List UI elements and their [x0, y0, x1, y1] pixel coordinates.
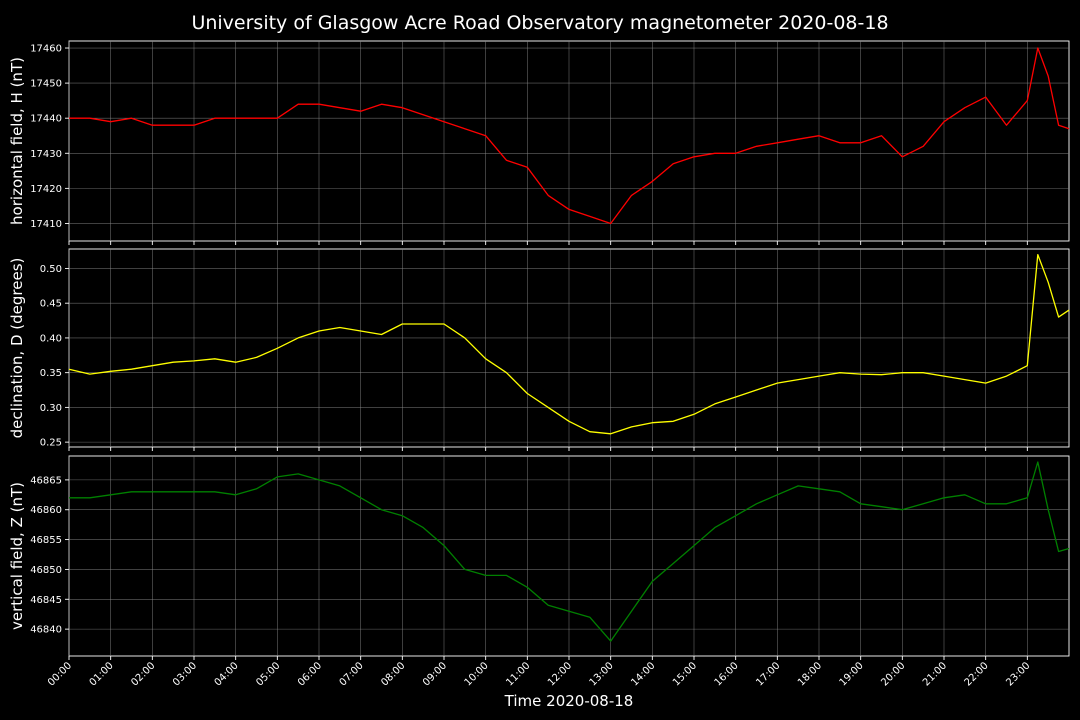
- chart-title: University of Glasgow Acre Road Observat…: [191, 12, 888, 34]
- y-tick-label: 17460: [30, 44, 62, 55]
- y-tick-label: 17410: [30, 219, 62, 230]
- y-tick-label: 46845: [30, 595, 62, 606]
- z-field-panel: 46840 46845 46850 46855 46860 46865 vertical f…: [8, 455, 1070, 660]
- y-tick-label: 17420: [30, 184, 62, 195]
- h-field-series-line: [69, 47, 1070, 225]
- y-tick-label: 46850: [30, 565, 62, 576]
- z-field-y-axis-label: vertical field, Z (nT): [8, 482, 26, 630]
- declination-panel: 0.25 0.30 0.35 0.40 0.45 0.50 declination, D (…: [8, 248, 1070, 451]
- y-tick-label: 17430: [30, 149, 62, 160]
- y-tick-label: 17440: [30, 114, 62, 125]
- y-tick-label: 0.40: [40, 333, 62, 344]
- y-tick-label: 46860: [30, 505, 62, 516]
- y-tick-label: 17450: [30, 79, 62, 90]
- y-tick-label: 0.25: [40, 438, 62, 449]
- y-tick-label: 0.50: [40, 264, 62, 275]
- y-tick-label: 0.45: [40, 299, 62, 310]
- x-axis-label: Time 2020-08-18: [504, 692, 634, 710]
- y-tick-label: 0.35: [40, 368, 62, 379]
- h-field-y-axis-label: horizontal field, H (nT): [8, 57, 26, 225]
- y-tick-label: 46865: [30, 475, 62, 486]
- declination-y-axis-label: declination, D (degrees): [8, 258, 26, 439]
- h-field-panel: 17410 17420 17430 17440 17450 17460 horizontal…: [8, 40, 1070, 245]
- z-field-series-line: [69, 461, 1070, 642]
- y-tick-label: 46840: [30, 625, 62, 636]
- y-tick-label: 46855: [30, 535, 62, 546]
- declination-series-line: [68, 253, 1070, 435]
- y-tick-label: 0.30: [40, 403, 62, 414]
- panels: 17410 17420 17430 17440 17450 17460 horizontal…: [8, 40, 1070, 660]
